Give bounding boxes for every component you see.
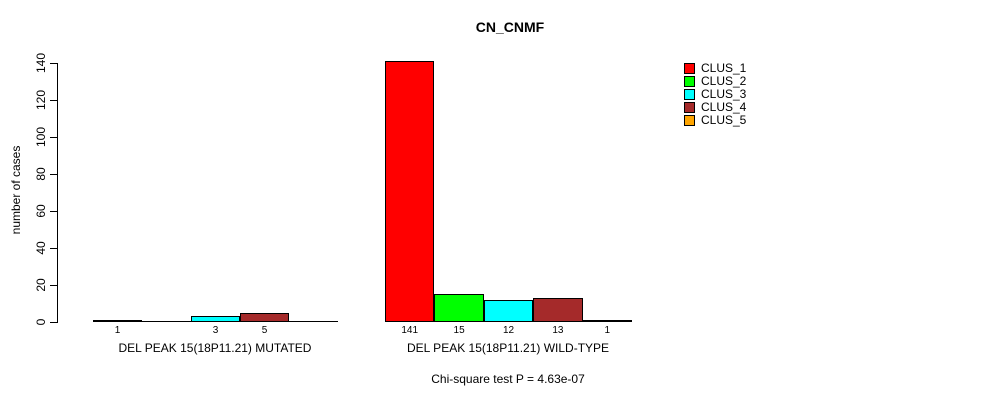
y-tick-label: 0 [34,318,48,326]
y-axis-line [57,63,58,323]
legend-swatch [684,89,695,100]
bar-value-label: 13 [552,325,564,336]
bar-wildtype-clus_5 [582,320,632,322]
group-label-wildtype: DEL PEAK 15(18P11.21) WILD-TYPE [406,341,610,355]
legend-item-clus_5: CLUS_5 [684,114,746,127]
y-axis-title: number of cases [9,145,23,235]
y-tick-label: 40 [34,241,48,255]
y-tick [50,285,57,286]
y-tick [50,63,57,64]
legend-label: CLUS_2 [701,74,747,88]
y-tick [50,211,57,212]
y-tick-label: 120 [34,89,48,111]
legend: CLUS_1 CLUS_2 CLUS_3 CLUS_4 CLUS_5 [684,62,746,127]
y-tick-label: 80 [34,167,48,181]
y-tick-label: 100 [34,126,48,148]
y-tick-label: 140 [34,52,48,74]
legend-label: CLUS_5 [701,113,747,127]
y-tick-label: 60 [34,204,48,218]
bar-mutated-clus_1 [93,320,142,322]
legend-label: CLUS_4 [701,100,747,114]
y-tick [50,137,57,138]
legend-item-clus_1: CLUS_1 [684,62,746,75]
legend-swatch [684,63,695,74]
bar-wildtype-clus_1 [385,61,435,322]
chart-title: CN_CNMF [475,19,545,35]
bar-value-label: 1 [114,325,121,336]
bar-mutated-clus_4 [240,312,289,322]
legend-item-clus_2: CLUS_2 [684,75,746,88]
legend-item-clus_4: CLUS_4 [684,101,746,114]
bar-wildtype-clus_2 [434,294,484,322]
bar-value-label: 3 [212,325,219,336]
legend-label: CLUS_1 [701,61,747,75]
group-label-mutated: DEL PEAK 15(18P11.21) MUTATED [118,341,312,355]
y-tick-label: 20 [34,278,48,292]
legend-swatch [684,115,695,126]
bar-wildtype-clus_4 [533,297,583,322]
y-tick [50,174,57,175]
y-tick [50,100,57,101]
chi-square-caption: Chi-square test P = 4.63e-07 [431,372,585,386]
legend-swatch [684,76,695,87]
bar-value-label: 141 [401,325,419,336]
bar-value-label: 12 [502,325,515,336]
bar-mutated-clus_3 [191,316,240,322]
bar-value-label: 1 [604,325,611,336]
bar-value-label: 5 [261,325,268,336]
y-tick [50,322,57,323]
y-tick [50,248,57,249]
legend-swatch [684,102,695,113]
bar-value-label: 15 [453,325,465,336]
bar-wildtype-clus_3 [483,299,534,322]
legend-item-clus_3: CLUS_3 [684,88,746,101]
legend-label: CLUS_3 [701,87,747,101]
